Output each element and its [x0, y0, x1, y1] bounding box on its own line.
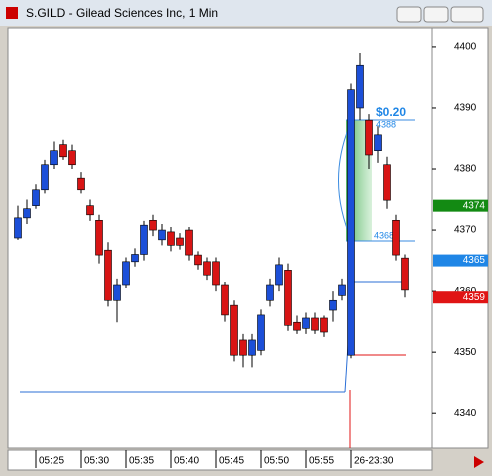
candle-body [284, 270, 292, 326]
candle-body [176, 237, 184, 246]
candle-body [59, 144, 67, 158]
candle-body [203, 261, 211, 276]
candle-body [41, 164, 49, 191]
window-icon [6, 7, 18, 19]
candle-body [257, 314, 265, 351]
candle-body [50, 150, 58, 166]
candle-body [77, 177, 85, 191]
measure-high: 4388 [376, 119, 396, 129]
measure-arc [338, 119, 353, 242]
x-tick-label: 05:45 [219, 456, 244, 467]
y-tick-label: 4380 [454, 164, 477, 175]
time-axis [7, 449, 433, 471]
candle-body [104, 249, 112, 301]
candle-body [239, 339, 247, 356]
minimize-button[interactable] [396, 6, 422, 23]
x-tick-label: 26-23:30 [354, 456, 394, 467]
y-tick-label: 4340 [454, 408, 477, 419]
price-tag [433, 199, 488, 212]
candle-body [95, 219, 103, 256]
candle-body [383, 164, 391, 201]
candle-body [374, 134, 382, 152]
candle-body [167, 231, 175, 246]
price-tag-label: 4359 [463, 292, 486, 303]
candle-body [311, 317, 319, 331]
candle-body [14, 217, 22, 239]
candle-body [347, 89, 355, 356]
candle-body [113, 284, 121, 301]
candle-body [32, 189, 40, 206]
window-title: S.GILD - Gilead Sciences Inc, 1 Min [26, 6, 218, 20]
candle-body [158, 229, 166, 241]
candle-body [248, 339, 256, 356]
candle-body [392, 219, 400, 256]
y-tick-label: 4350 [454, 347, 477, 358]
x-tick-label: 05:50 [264, 456, 289, 467]
maximize-button[interactable] [423, 6, 449, 23]
y-tick-label: 4400 [454, 42, 477, 53]
candle-body [86, 205, 94, 216]
close-button[interactable] [450, 6, 484, 23]
candle-body [266, 284, 274, 301]
price-axis [431, 27, 489, 449]
candle-body [401, 257, 409, 291]
x-tick-label: 05:25 [39, 456, 64, 467]
candle-body [212, 261, 220, 286]
candle-body [230, 304, 238, 356]
candle-body [365, 119, 373, 156]
candle-body [275, 264, 283, 286]
candle-body [131, 254, 139, 263]
x-tick-label: 05:40 [174, 456, 199, 467]
candle-body [320, 317, 328, 333]
candle-body [194, 254, 202, 266]
price-tag-label: 4374 [463, 200, 486, 211]
price-tag-label: 4365 [463, 255, 486, 266]
price-tag [433, 254, 488, 267]
x-tick-label: 05:35 [129, 456, 154, 467]
candle-body [23, 208, 31, 219]
measure-label: $0.20 [376, 105, 406, 119]
scroll-arrow[interactable] [474, 456, 484, 468]
candle-body [302, 317, 310, 329]
x-tick-label: 05:55 [309, 456, 334, 467]
y-tick-label: 4390 [454, 103, 477, 114]
candle-body [140, 224, 148, 255]
candle-body [293, 321, 301, 331]
price-tag [433, 291, 488, 304]
x-tick-label: 05:30 [84, 456, 109, 467]
candle-body [221, 284, 229, 316]
candle-body [185, 229, 193, 256]
candle-body [329, 299, 337, 311]
candle-body [122, 261, 130, 286]
y-tick-label: 4370 [454, 225, 477, 236]
candle-body [338, 284, 346, 296]
candle-body [149, 219, 157, 231]
measure-low: 4368 [374, 230, 394, 240]
candle-body [68, 150, 76, 166]
candle-body [356, 64, 364, 109]
